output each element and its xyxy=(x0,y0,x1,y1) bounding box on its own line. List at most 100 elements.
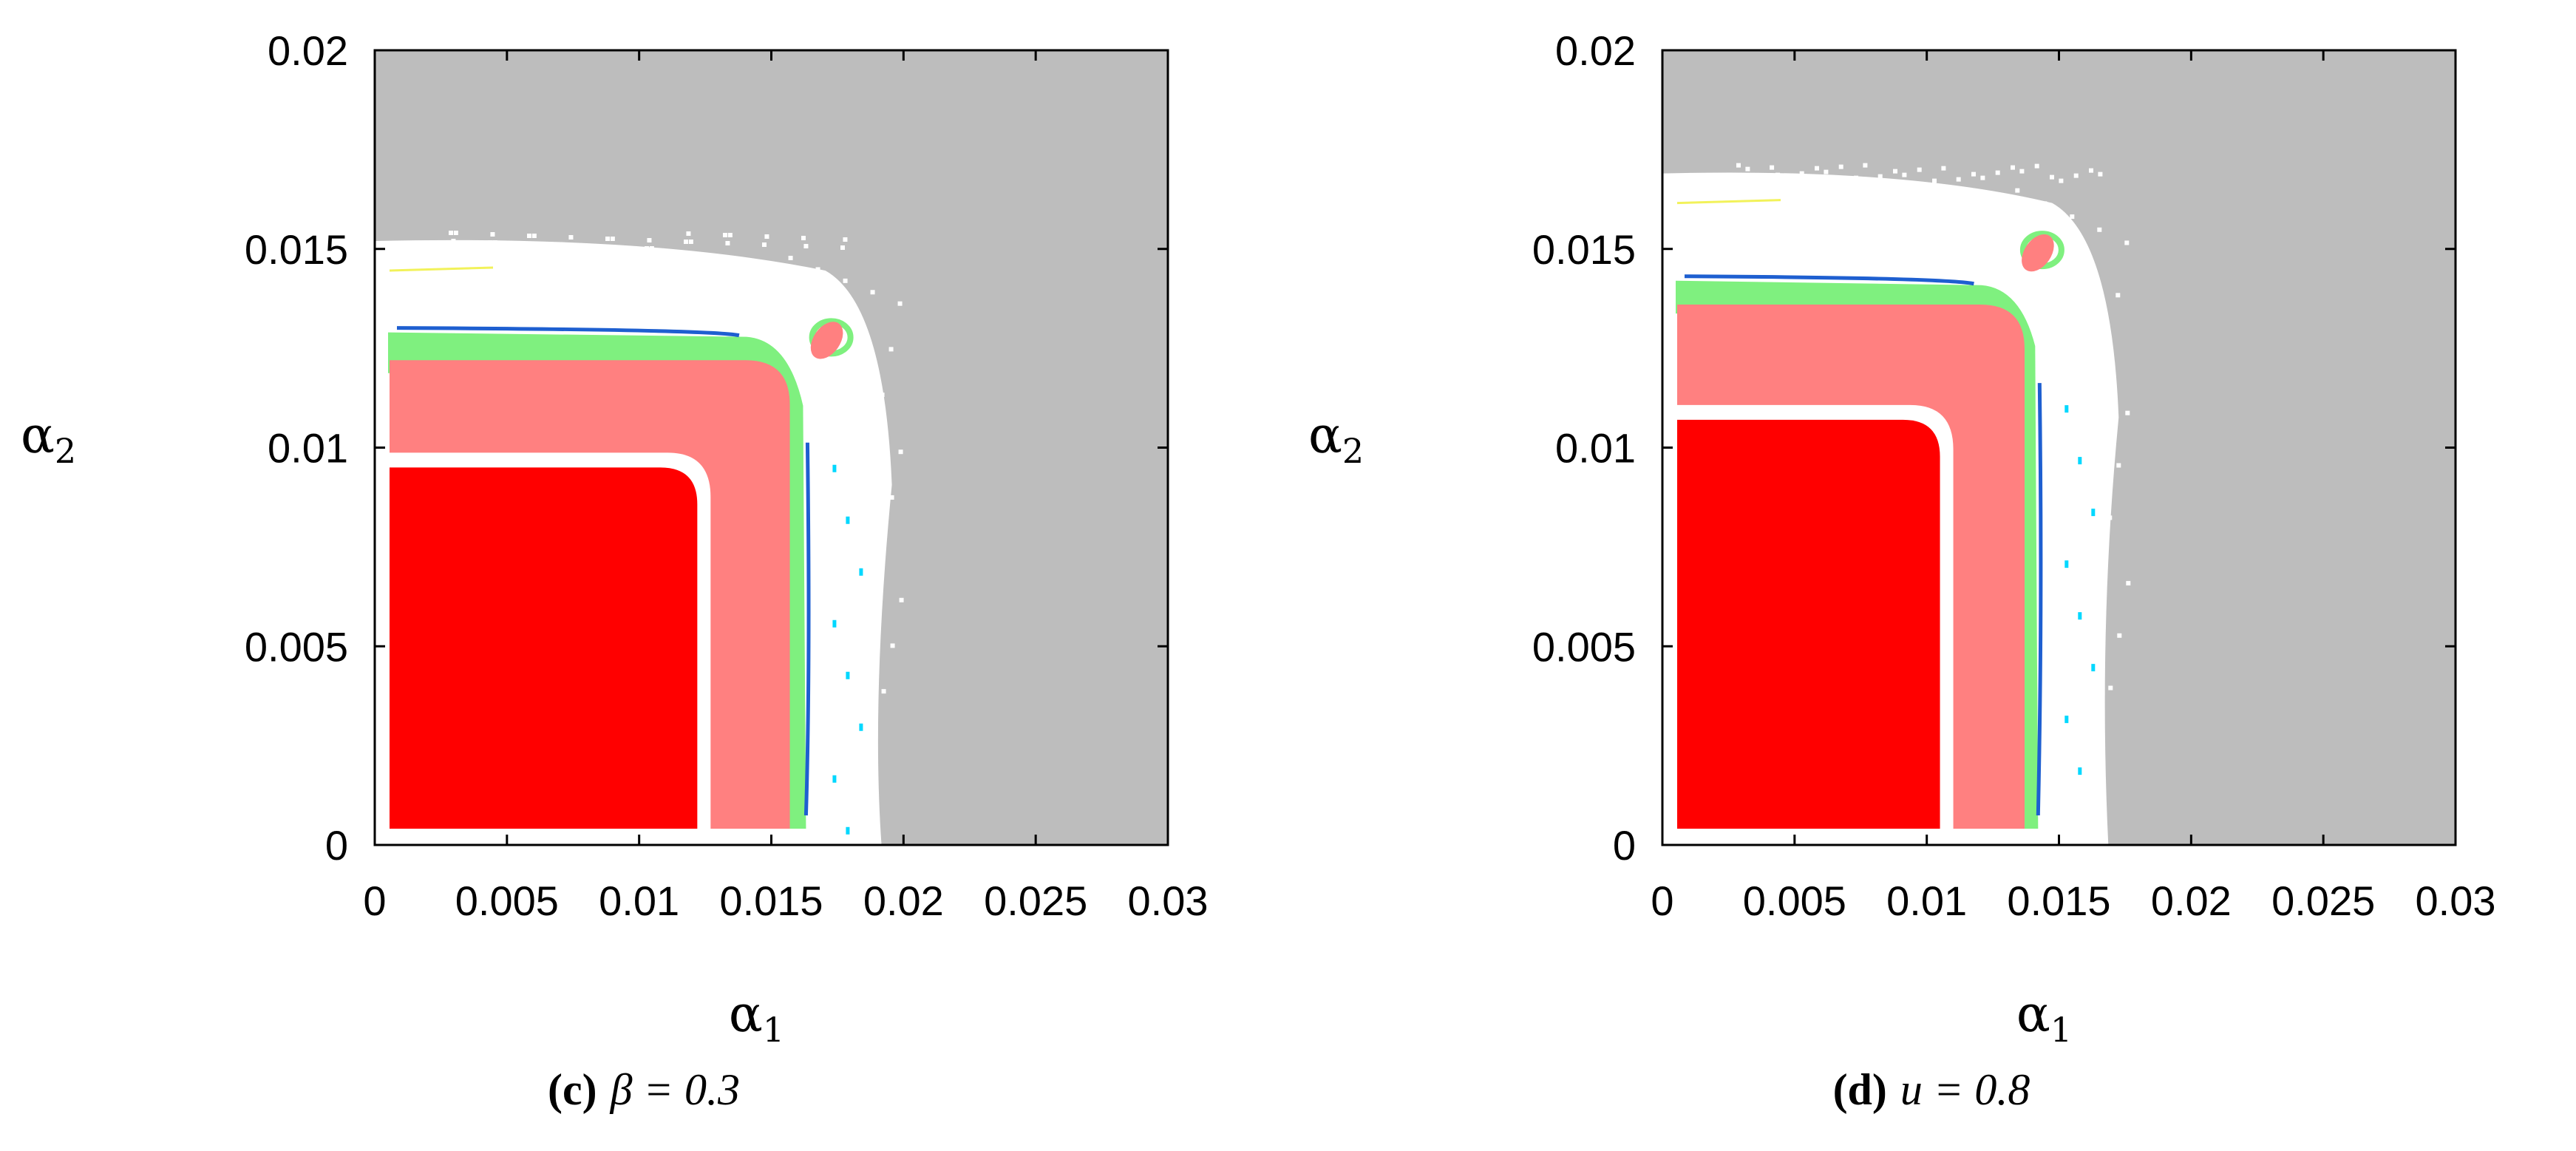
white-speckle xyxy=(2070,384,2076,390)
white-speckle xyxy=(1995,170,2000,175)
white-speckle xyxy=(649,246,654,251)
white-speckle xyxy=(531,234,537,238)
white-speckle xyxy=(2107,345,2112,350)
white-speckle xyxy=(840,245,845,250)
white-speckle xyxy=(880,540,886,546)
white-speckle xyxy=(2061,266,2066,271)
yellow-speckle xyxy=(1676,199,1781,205)
white-speckle xyxy=(2108,685,2113,690)
white-speckle xyxy=(2053,489,2058,494)
y-tick-label: 0 xyxy=(325,822,348,869)
white-speckle xyxy=(815,267,820,272)
x-tick-label: 0.02 xyxy=(2151,877,2232,924)
white-speckle xyxy=(2053,659,2059,665)
cyan-speckle xyxy=(2091,509,2096,517)
white-speckle xyxy=(2098,397,2103,402)
white-speckle xyxy=(2098,172,2103,177)
white-speckle xyxy=(566,243,571,248)
y-axis-label: α2 xyxy=(1308,407,1364,471)
white-speckle xyxy=(488,240,492,245)
white-speckle xyxy=(2079,332,2084,337)
y-tick-label: 0.015 xyxy=(1532,226,1636,273)
white-speckle xyxy=(853,529,858,534)
white-speckle xyxy=(1956,177,1961,182)
white-speckle xyxy=(817,563,822,568)
white-speckle xyxy=(861,335,866,340)
white-speckle xyxy=(2098,568,2104,573)
cyan-speckle xyxy=(2078,612,2082,620)
blue-line xyxy=(1684,274,1974,286)
white-speckle xyxy=(725,241,730,245)
white-speckle xyxy=(2107,515,2113,520)
white-speckle xyxy=(1838,164,1843,169)
x-tick-label: 0.01 xyxy=(1886,877,1967,924)
cyan-speckle xyxy=(2078,767,2082,775)
white-speckle xyxy=(1824,169,1829,174)
white-speckle xyxy=(1854,175,1858,180)
caption-letter-c: (c) xyxy=(548,1065,597,1114)
y-tick-label: 0.02 xyxy=(268,27,348,74)
white-speckle xyxy=(492,240,497,245)
white-speckle xyxy=(2080,502,2085,507)
white-speckle xyxy=(2073,173,2079,178)
white-speckle xyxy=(2050,174,2054,180)
blue-line xyxy=(2036,383,2043,816)
white-speckle xyxy=(1877,174,1883,179)
x-tick-label: 0.03 xyxy=(1128,877,1209,924)
white-speckle xyxy=(871,586,877,591)
white-speckle xyxy=(816,415,821,420)
white-speckle xyxy=(1784,176,1790,181)
white-speckle xyxy=(2089,168,2093,173)
cyan-speckle xyxy=(2078,457,2082,465)
white-speckle xyxy=(862,483,867,489)
white-speckle xyxy=(897,301,903,306)
x-tick-label: 0.015 xyxy=(719,877,823,924)
white-speckle xyxy=(1770,165,1775,170)
caption-letter-d: (d) xyxy=(1832,1065,1887,1114)
caption-d: (d) u = 0.8 xyxy=(1288,1065,2575,1116)
white-speckle xyxy=(2062,607,2067,612)
white-speckle xyxy=(2070,214,2075,220)
white-speckle xyxy=(1941,166,1946,171)
white-speckle xyxy=(1902,172,1907,177)
white-speckle xyxy=(2125,410,2130,415)
white-speckle xyxy=(568,235,574,240)
white-speckle xyxy=(490,232,495,237)
white-speckle xyxy=(2090,620,2095,625)
white-speckle xyxy=(2034,163,2039,169)
white-speckle xyxy=(844,574,849,580)
white-speckle xyxy=(686,231,691,236)
blue-line xyxy=(803,442,811,816)
blue-line xyxy=(396,326,740,338)
red-blob xyxy=(810,322,843,359)
white-speckle xyxy=(2089,449,2094,455)
x-axis-label: α1 xyxy=(2016,985,2072,1050)
cyan-speckle xyxy=(2064,405,2069,413)
white-speckle xyxy=(2071,554,2076,560)
white-speckle xyxy=(1932,178,1937,183)
white-speckle xyxy=(826,666,832,671)
white-speckle xyxy=(645,246,649,251)
white-speckle xyxy=(843,237,848,242)
x-tick-label: 0.025 xyxy=(2271,877,2375,924)
cyan-speckle xyxy=(859,568,863,576)
white-speckle xyxy=(835,620,840,625)
white-speckle xyxy=(871,438,876,443)
white-speckle xyxy=(1760,177,1765,183)
white-speckle xyxy=(803,244,809,248)
white-speckle xyxy=(806,313,812,318)
white-speckle xyxy=(1815,166,1819,171)
cyan-speckle xyxy=(2064,716,2069,724)
white-speckle xyxy=(2043,371,2048,376)
white-speckle xyxy=(2025,306,2030,311)
cyan-speckle xyxy=(832,775,837,783)
white-speckle xyxy=(825,370,830,375)
white-speckle xyxy=(1736,163,1741,168)
chart-panel-c: 0 0.005 0.01 0.015 0.02 0.025 0.03 0 0.005 0.01 0.… xyxy=(21,27,1209,1114)
white-speckle xyxy=(852,381,857,386)
x-tick-label: 0.02 xyxy=(863,877,944,924)
x-tick-label: 0 xyxy=(1651,877,1673,924)
white-speckle xyxy=(762,242,767,247)
y-tick-label: 0.01 xyxy=(1555,425,1636,472)
white-speckle xyxy=(2015,188,2020,193)
